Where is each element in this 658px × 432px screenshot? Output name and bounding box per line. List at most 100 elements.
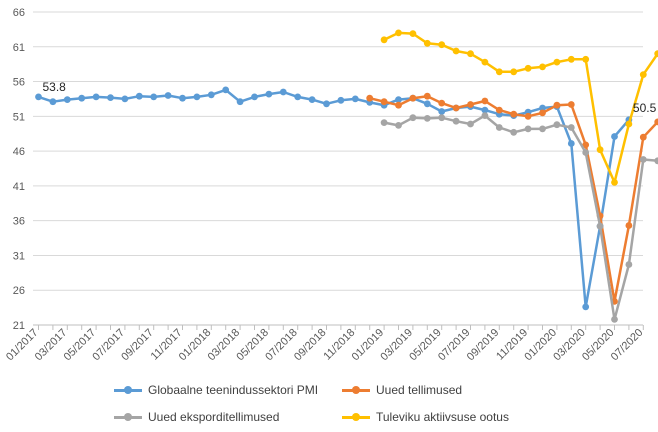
legend-swatch-new-export-orders <box>114 411 142 423</box>
y-tick-label: 66 <box>13 7 25 19</box>
legend-item-future-activity: Tuleviku aktiivsuse ootus <box>342 410 509 424</box>
data-point <box>35 93 42 101</box>
data-point <box>351 95 359 103</box>
data-point <box>380 36 388 44</box>
data-point <box>92 93 100 101</box>
x-tick-label: 07/2020 <box>609 327 646 364</box>
data-point <box>582 149 590 156</box>
data-point <box>567 101 575 108</box>
data-point <box>423 92 431 100</box>
data-point <box>524 112 532 120</box>
data-point <box>495 106 503 114</box>
data-point <box>395 122 402 129</box>
gridlines <box>33 11 643 291</box>
y-tick-label: 31 <box>13 250 25 262</box>
data-point <box>553 58 561 66</box>
data-point <box>467 50 474 58</box>
x-tick-label: 09/2017 <box>119 327 156 364</box>
data-point <box>236 98 244 106</box>
legend-swatch-new-orders <box>342 384 370 396</box>
data-label: 50.5 <box>633 101 657 115</box>
data-point <box>279 88 287 96</box>
legend-label-future-activity: Tuleviku aktiivsuse ootus <box>376 410 509 424</box>
y-tick-label: 41 <box>13 181 25 193</box>
series-uued-eksporditellimused <box>380 112 658 323</box>
data-point <box>639 71 647 78</box>
data-point <box>611 316 618 323</box>
legend-item-new-export-orders: Uued eksporditellimused <box>114 410 279 424</box>
data-point <box>510 128 518 136</box>
series-globaalne-teenindussektori-pmi <box>35 86 633 311</box>
legend-label-global-pmi: Globaalne teenindussektori PMI <box>148 383 319 397</box>
data-point <box>611 133 618 140</box>
data-point <box>395 101 402 109</box>
data-point <box>150 93 158 101</box>
series-uued-tellimused <box>366 92 658 305</box>
data-point <box>654 157 658 165</box>
data-point <box>121 95 129 103</box>
data-point <box>438 114 446 122</box>
data-point <box>467 120 474 128</box>
data-point <box>409 30 417 37</box>
series-line <box>37 88 631 309</box>
series-tuleviku-aktiivsuse-ootus <box>380 29 658 186</box>
data-point <box>481 106 489 114</box>
data-point <box>438 41 446 49</box>
x-axis-tick-labels: 01/201703/201705/201707/201709/201711/20… <box>4 327 645 364</box>
data-point <box>582 303 590 311</box>
x-axis <box>33 324 644 330</box>
series-line <box>368 94 658 303</box>
y-tick-label: 61 <box>13 42 25 54</box>
y-tick-label: 51 <box>13 111 25 123</box>
data-point <box>481 112 489 119</box>
data-point <box>265 90 273 98</box>
data-point <box>625 222 633 229</box>
data-point <box>438 99 446 107</box>
data-point <box>395 96 402 103</box>
y-axis-tick-labels: 21 26 31 36 41 46 51 56 61 66 <box>13 7 25 332</box>
data-labels: 53.850.56044.6 <box>43 80 657 115</box>
data-point <box>193 93 201 101</box>
data-point <box>654 50 658 58</box>
data-point <box>567 140 575 147</box>
data-point <box>639 156 647 163</box>
data-point <box>337 96 345 104</box>
data-point <box>452 117 460 125</box>
data-point <box>567 124 575 131</box>
data-point <box>582 55 590 63</box>
data-point <box>625 261 633 268</box>
data-point <box>582 141 590 149</box>
data-point <box>639 133 647 141</box>
legend-label-new-orders: Uued tellimused <box>376 383 463 397</box>
series-layer <box>35 29 658 323</box>
data-point <box>395 29 402 37</box>
data-point <box>524 64 532 72</box>
data-point <box>553 121 561 129</box>
data-point <box>539 63 546 71</box>
legend-label-new-export-orders: Uued eksporditellimused <box>148 410 280 424</box>
y-tick-label: 26 <box>13 285 25 297</box>
data-point <box>164 92 172 99</box>
data-point <box>567 55 575 63</box>
data-point <box>107 94 114 101</box>
data-point <box>207 91 215 99</box>
data-point <box>510 68 518 76</box>
data-point <box>423 115 431 122</box>
data-point <box>78 94 86 102</box>
data-point <box>596 222 604 230</box>
data-point <box>611 179 618 186</box>
data-point <box>63 96 71 103</box>
data-point <box>438 108 446 115</box>
data-point <box>625 120 633 128</box>
legend-item-new-orders: Uued tellimused <box>342 383 462 397</box>
data-point <box>380 98 388 106</box>
data-point <box>495 68 503 76</box>
data-point <box>539 125 546 133</box>
data-point <box>524 125 532 133</box>
data-point <box>179 94 186 102</box>
y-tick-label: 36 <box>13 216 25 228</box>
data-point <box>481 97 489 105</box>
data-point <box>366 94 374 102</box>
data-point <box>323 100 330 108</box>
